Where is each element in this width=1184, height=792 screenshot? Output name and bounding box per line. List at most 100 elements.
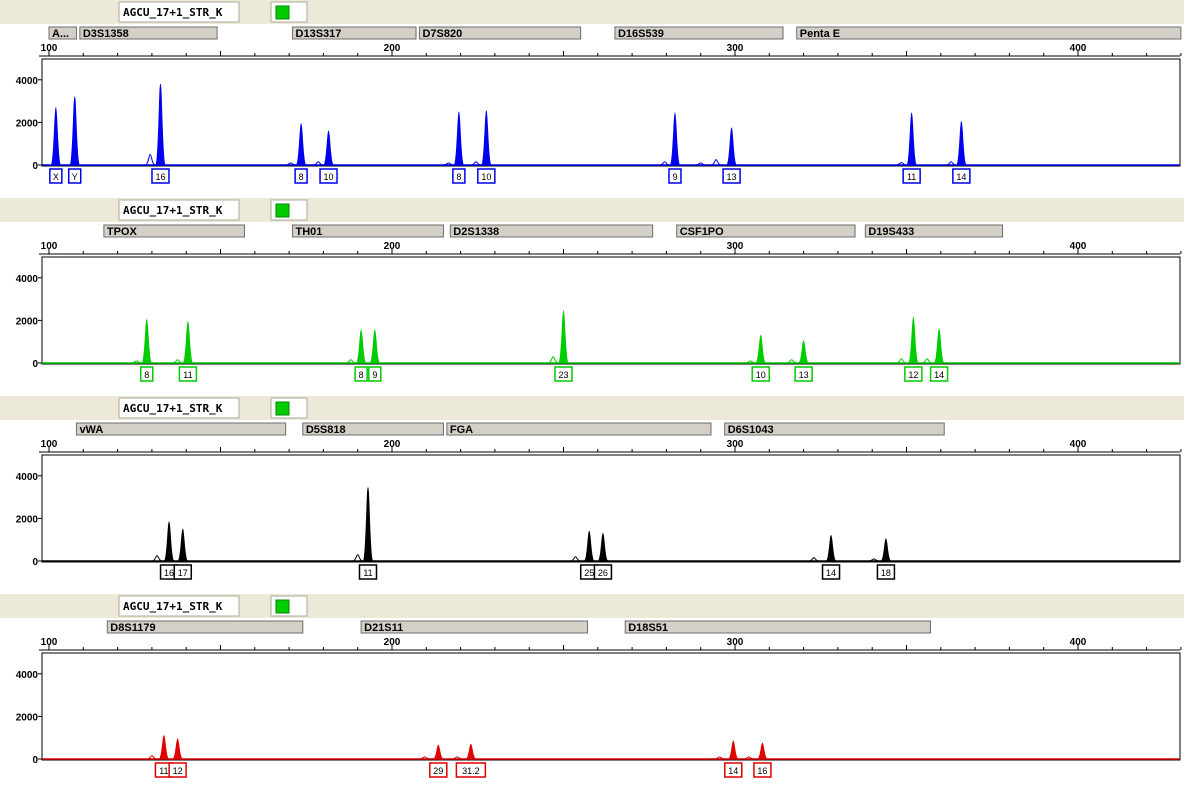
allele-call-box[interactable] xyxy=(751,366,770,382)
allele-peak[interactable] xyxy=(182,321,194,364)
allele-call-box[interactable] xyxy=(929,366,949,382)
allele-peak[interactable] xyxy=(141,318,153,364)
allele-peak[interactable] xyxy=(323,130,334,166)
allele-call-box[interactable] xyxy=(902,168,921,184)
plot-frame xyxy=(41,652,1181,761)
locus-bin[interactable] xyxy=(796,26,1182,40)
locus-bin[interactable] xyxy=(292,224,444,238)
allele-peak[interactable] xyxy=(50,107,62,166)
locus-bin[interactable] xyxy=(418,26,582,40)
allele-call-box[interactable] xyxy=(319,168,338,184)
allele-peak[interactable] xyxy=(907,316,919,364)
allele-call-label: 10 xyxy=(481,172,491,182)
locus-bin[interactable] xyxy=(614,26,784,40)
allele-peak[interactable] xyxy=(583,530,595,562)
allele-call-box[interactable] xyxy=(49,168,63,184)
locus-bin[interactable] xyxy=(106,620,304,634)
allele-peak[interactable] xyxy=(906,112,918,166)
allele-peak[interactable] xyxy=(825,535,837,562)
dye-color-swatch-icon xyxy=(275,203,290,218)
allele-peak[interactable] xyxy=(757,742,768,760)
y-tick-label: 2000 xyxy=(16,316,39,327)
allele-peak[interactable] xyxy=(155,83,166,166)
allele-peak[interactable] xyxy=(158,735,170,760)
allele-call-box[interactable] xyxy=(593,564,613,580)
locus-bin[interactable] xyxy=(302,422,444,436)
allele-call-box[interactable] xyxy=(452,168,466,184)
stutter-peak xyxy=(695,162,706,166)
sample-name-field[interactable] xyxy=(118,595,240,617)
allele-peak[interactable] xyxy=(362,487,374,562)
allele-peak[interactable] xyxy=(163,521,175,562)
allele-peak[interactable] xyxy=(933,328,945,364)
allele-call-box[interactable] xyxy=(794,366,813,382)
stutter-peak xyxy=(146,755,157,760)
locus-bin[interactable] xyxy=(48,26,77,40)
allele-call-label: 12 xyxy=(908,370,918,380)
allele-call-box[interactable] xyxy=(358,564,378,580)
allele-peak[interactable] xyxy=(755,334,767,364)
allele-call-label: 16 xyxy=(155,172,165,182)
allele-peak[interactable] xyxy=(369,329,381,364)
allele-call-box[interactable] xyxy=(724,762,743,778)
locus-bin[interactable] xyxy=(449,224,654,238)
allele-peak[interactable] xyxy=(726,127,737,166)
allele-peak[interactable] xyxy=(433,744,444,760)
allele-call-box[interactable] xyxy=(904,366,923,382)
allele-peak[interactable] xyxy=(880,538,892,562)
locus-bin[interactable] xyxy=(446,422,712,436)
allele-peak[interactable] xyxy=(295,123,307,166)
allele-peak[interactable] xyxy=(453,111,465,166)
locus-bin[interactable] xyxy=(292,26,417,40)
allele-peak[interactable] xyxy=(177,528,189,562)
allele-peak[interactable] xyxy=(558,310,569,364)
allele-call-box[interactable] xyxy=(67,168,82,184)
allele-peak[interactable] xyxy=(798,340,809,364)
allele-call-box[interactable] xyxy=(876,564,896,580)
allele-call-box[interactable] xyxy=(368,366,382,382)
allele-call-box[interactable] xyxy=(429,762,448,778)
allele-peak[interactable] xyxy=(480,110,492,166)
allele-peak[interactable] xyxy=(728,740,739,760)
sample-name-field[interactable] xyxy=(118,1,240,23)
allele-call-box[interactable] xyxy=(952,168,971,184)
allele-peak[interactable] xyxy=(69,96,81,166)
locus-bin[interactable] xyxy=(624,620,932,634)
allele-peak[interactable] xyxy=(597,532,609,562)
locus-bin[interactable] xyxy=(103,224,246,238)
locus-bin[interactable] xyxy=(864,224,1004,238)
allele-call-box[interactable] xyxy=(168,762,187,778)
allele-peak[interactable] xyxy=(172,738,184,760)
allele-call-box[interactable] xyxy=(140,366,154,382)
allele-call-box[interactable] xyxy=(354,366,368,382)
allele-call-box[interactable] xyxy=(178,366,198,382)
locus-label: D3S1358 xyxy=(83,28,129,40)
allele-call-box[interactable] xyxy=(173,564,193,580)
allele-call-box[interactable] xyxy=(477,168,496,184)
locus-label: D7S820 xyxy=(422,28,462,40)
allele-call-box[interactable] xyxy=(753,762,772,778)
x-tick-label: 100 xyxy=(41,439,58,450)
locus-bin[interactable] xyxy=(79,26,218,40)
allele-call-box[interactable] xyxy=(821,564,841,580)
allele-call-box[interactable] xyxy=(151,168,170,184)
allele-call-label: 10 xyxy=(756,370,766,380)
allele-peak[interactable] xyxy=(465,743,477,760)
locus-bin[interactable] xyxy=(75,422,287,436)
sample-name-field[interactable] xyxy=(118,199,240,221)
allele-call-box[interactable] xyxy=(455,762,487,778)
allele-call-box[interactable] xyxy=(294,168,308,184)
dye-color-swatch-icon xyxy=(275,599,290,614)
allele-peak[interactable] xyxy=(669,112,681,166)
locus-bin[interactable] xyxy=(360,620,589,634)
allele-peak[interactable] xyxy=(355,329,367,364)
sample-name-field[interactable] xyxy=(118,397,240,419)
allele-call-label: 8 xyxy=(144,370,149,380)
allele-call-box[interactable] xyxy=(554,366,573,382)
locus-bin[interactable] xyxy=(724,422,945,436)
allele-call-box[interactable] xyxy=(722,168,741,184)
locus-label: A... xyxy=(52,28,69,40)
locus-bin[interactable] xyxy=(676,224,856,238)
allele-call-box[interactable] xyxy=(668,168,682,184)
allele-peak[interactable] xyxy=(955,120,967,166)
